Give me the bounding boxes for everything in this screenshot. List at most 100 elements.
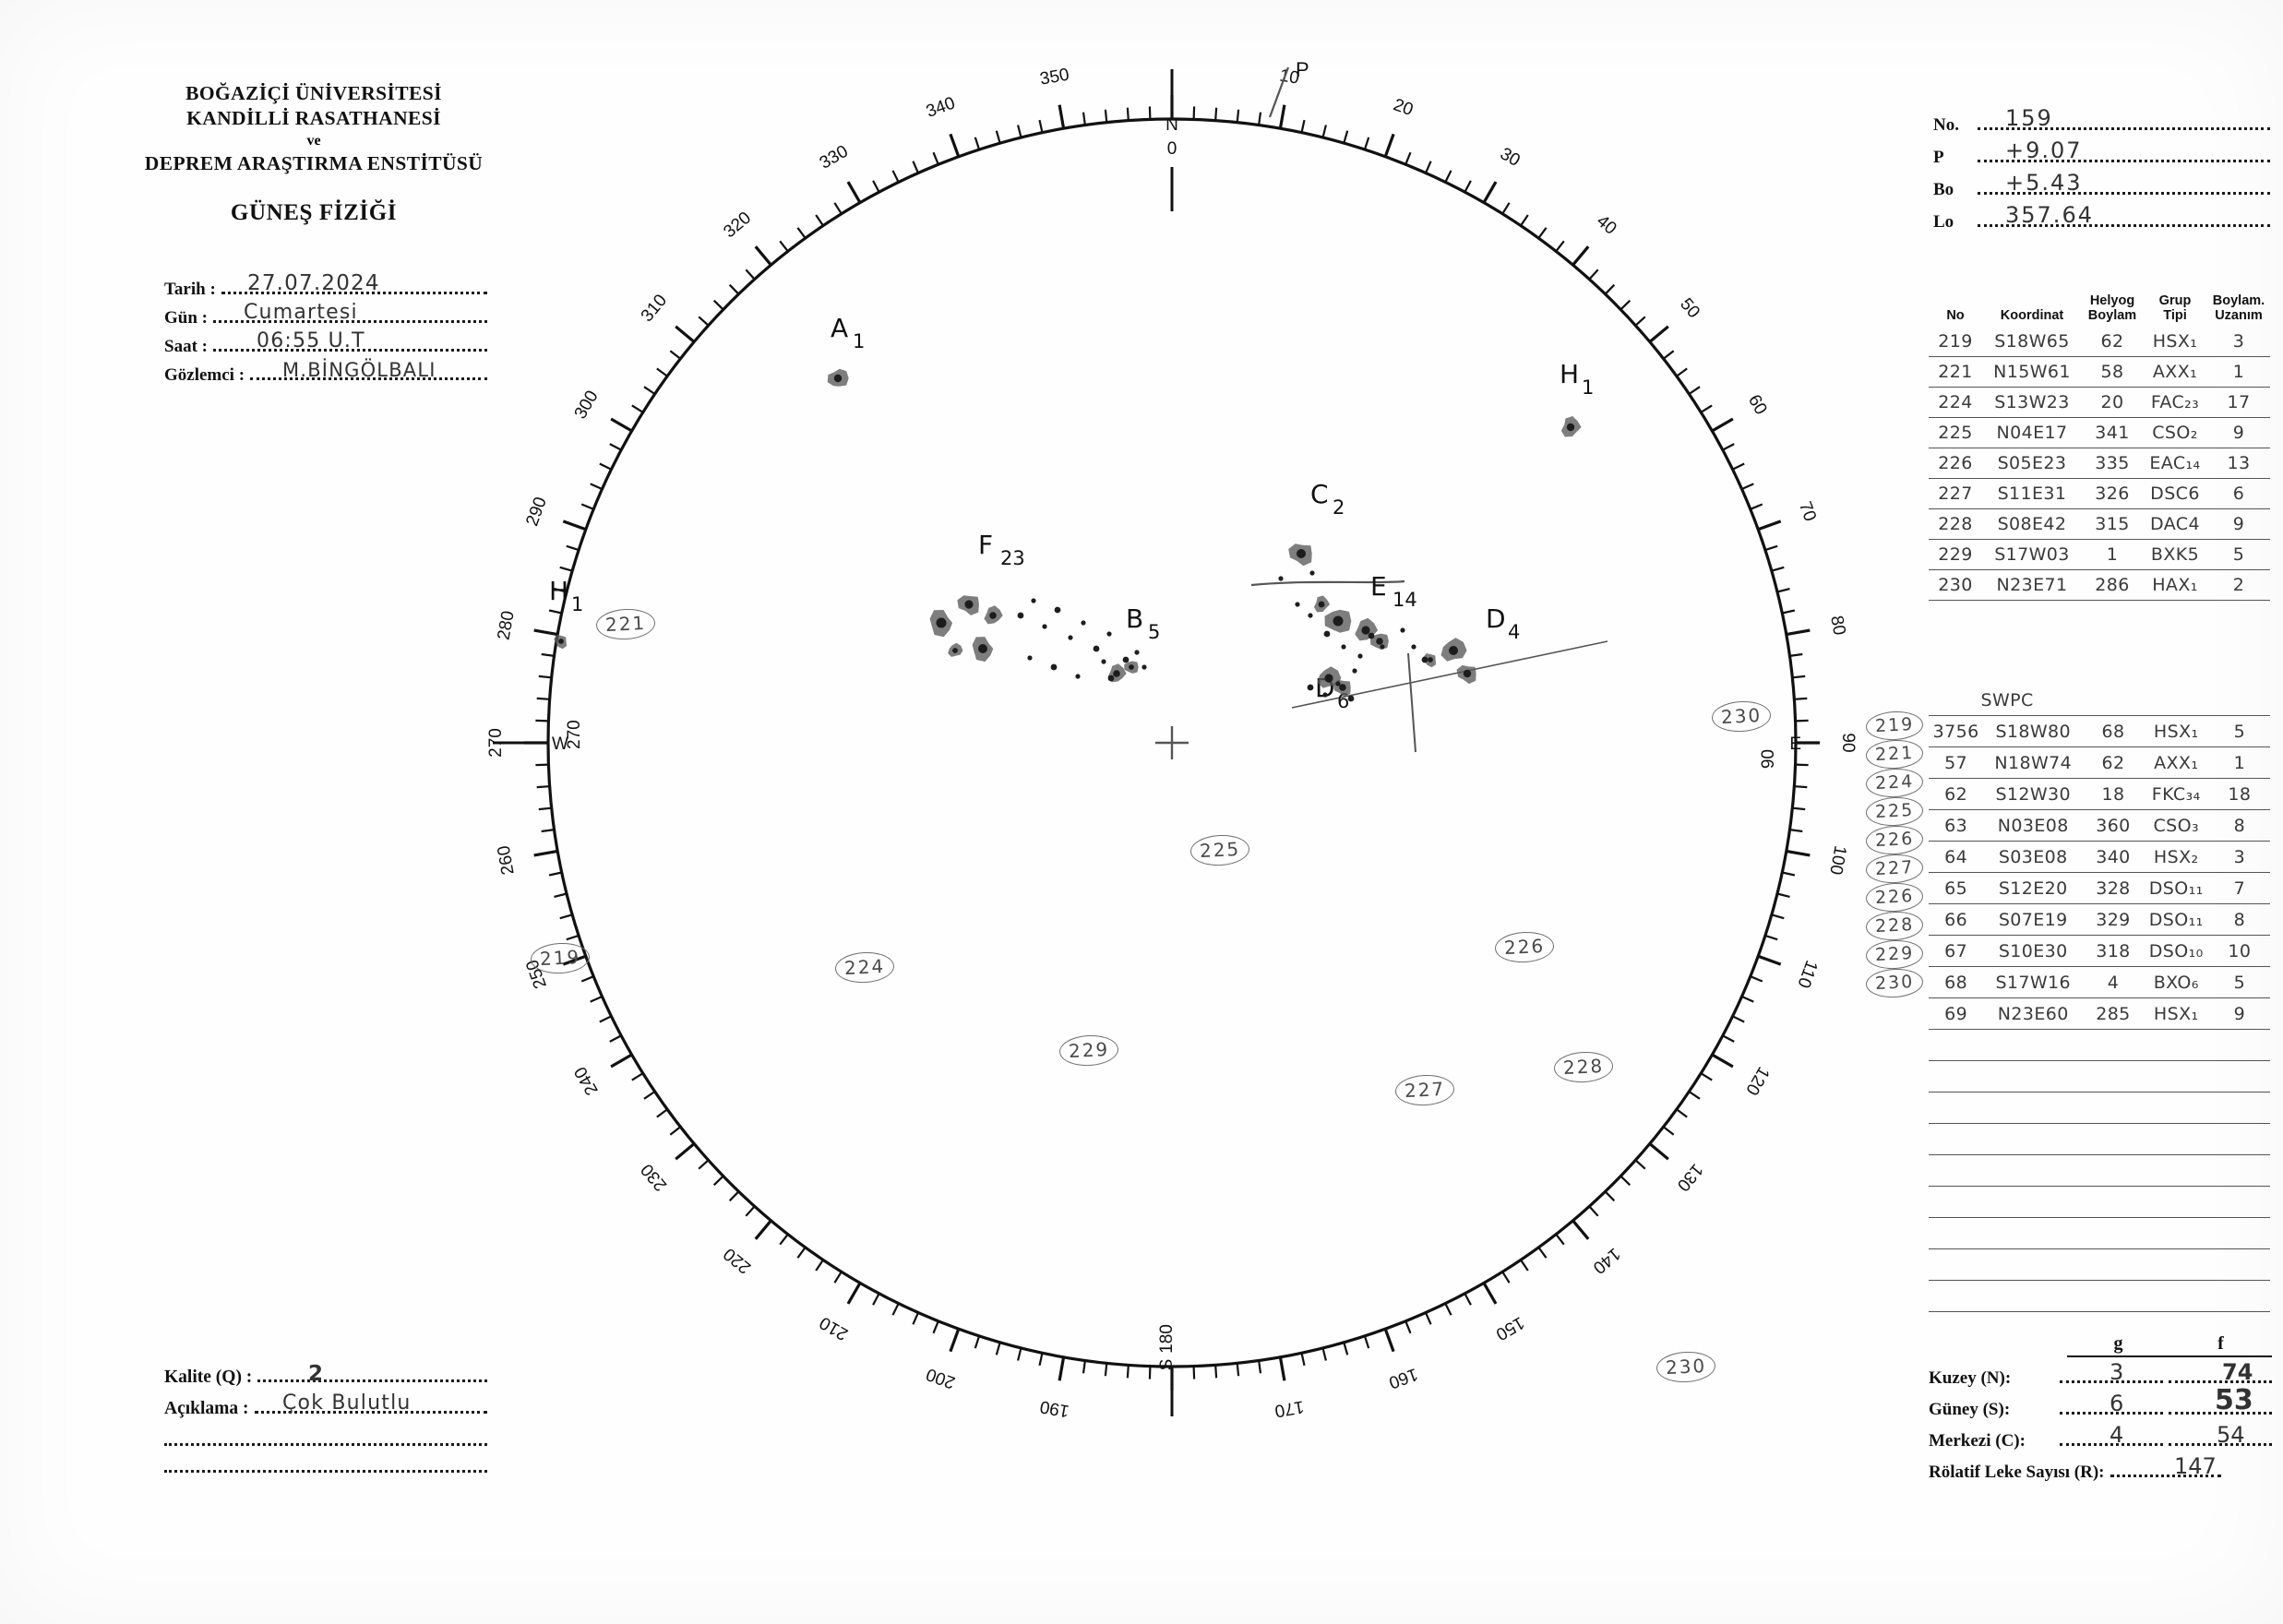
field-gun[interactable]: Gün : Cumartesi [164, 300, 487, 328]
major-tick [610, 1053, 633, 1069]
minor-tick [995, 1342, 1001, 1355]
minor-tick [1722, 443, 1735, 451]
field-tarih[interactable]: Tarih : 27.07.2024 [164, 271, 487, 300]
minor-tick [1537, 1247, 1548, 1259]
kalite-value: 2 [308, 1362, 325, 1386]
solar-disk-svg: 1020304050607080901001101201301401501601… [486, 58, 1858, 1420]
minor-tick [728, 283, 740, 295]
cell-helyog: 328 [2083, 872, 2144, 904]
cell-empty [2208, 1092, 2270, 1124]
cell-empty [1929, 1248, 1984, 1281]
cell-helyog: 286 [2082, 569, 2143, 601]
minor-tick [745, 269, 756, 281]
major-tick [1757, 954, 1782, 966]
minor-tick [1236, 1363, 1240, 1377]
minor-tick [1236, 109, 1240, 123]
field-lo[interactable]: Lo 357.64 [1933, 200, 2270, 233]
cell-empty [1983, 1029, 2084, 1061]
minor-tick [541, 829, 555, 833]
field-gozlemci[interactable]: Gözlemci : M.BİNGÖLBALI [164, 357, 487, 386]
degree-label: 130 [1673, 1160, 1706, 1195]
cardinal-south: S 180 [1157, 1324, 1177, 1416]
p-dotted-line [1978, 160, 2270, 162]
group-type-label: D [1486, 603, 1506, 634]
group-type-label: F [978, 530, 993, 560]
field-bo[interactable]: Bo +5.43 [1933, 168, 2270, 200]
minor-tick [1444, 170, 1452, 183]
cell-empty [2083, 1060, 2144, 1093]
pore-dot [1068, 635, 1073, 640]
minor-tick [535, 719, 549, 722]
cell-uzanim: 8 [2208, 903, 2270, 936]
cell-koordinat: S12E20 [1983, 872, 2084, 904]
table-row: 230 N23E71 286 HAX₁ 2 [1929, 569, 2270, 601]
aciklama-blank-line-2[interactable] [164, 1470, 487, 1473]
minor-tick [1343, 1342, 1349, 1355]
sunspot [1313, 595, 1331, 613]
swpc-row: 68 S17W16 4 BXO₆ 5 [1929, 966, 2270, 998]
institution-line3: DEPREM ARAŞTIRMA ENSTİTÜSÜ [144, 152, 484, 174]
cell-empty [2143, 685, 2209, 716]
pore-dot [1341, 644, 1346, 650]
row-kuzey[interactable]: Kuzey (N): 3 74 [1929, 1357, 2273, 1389]
th-helyog: Helyog [2089, 293, 2135, 308]
field-kalite[interactable]: Kalite (Q) : 2 [164, 1356, 487, 1388]
major-tick [1278, 104, 1286, 129]
swpc-row: 62 S12W30 18 FKC₃₄ 18 [1929, 778, 2270, 810]
minor-tick [912, 161, 920, 173]
south-degree: 180 [1157, 1324, 1177, 1354]
major-tick [675, 325, 696, 343]
minor-tick [1300, 1352, 1306, 1367]
aciklama-blank-line-1[interactable] [164, 1443, 487, 1446]
row-guney[interactable]: Güney (S): 6 53 [1929, 1384, 2273, 1420]
cell-tip: DSO₁₁ [2143, 903, 2209, 936]
major-tick [1757, 519, 1782, 531]
minor-tick [656, 367, 668, 377]
minor-tick [1555, 1234, 1565, 1246]
swpc-circled-number: 226 [1865, 881, 1925, 914]
degree-label: 140 [1589, 1244, 1624, 1277]
row-merkezi[interactable]: Merkezi (C): 4 54 [1929, 1420, 2273, 1451]
group-type-label: E [1370, 571, 1387, 602]
cell-koordinat: S10E30 [1983, 935, 2084, 967]
major-tick [949, 133, 961, 158]
cell-helyog: 315 [2082, 508, 2143, 540]
cell-tip: CSO₃ [2143, 809, 2209, 842]
cell-no: 3756 [1929, 715, 1984, 747]
degree-label: 70 [1795, 499, 1820, 524]
p-angle-line: P [1268, 58, 1309, 118]
minor-tick [1676, 1108, 1688, 1118]
field-saat[interactable]: Saat : 06:55 U.T [164, 328, 487, 357]
minor-tick [559, 566, 573, 572]
minor-tick [566, 934, 580, 941]
th-helyog-boylam: Helyog Boylam [2082, 293, 2143, 327]
lo-dotted-line [1978, 224, 2270, 227]
pore-dot [1101, 659, 1106, 664]
cell-tip: HSX₂ [2143, 841, 2209, 873]
row-relative[interactable]: Rölatif Leke Sayısı (R): 147 [1929, 1451, 2272, 1483]
minor-tick [538, 806, 552, 811]
swpc-empty-row [1929, 1092, 2270, 1124]
field-p[interactable]: P +9.07 [1933, 136, 2270, 168]
cell-no: 66 [1929, 903, 1984, 936]
minor-tick [1258, 112, 1262, 125]
cell-empty [1929, 1092, 1984, 1124]
field-no[interactable]: No. 159 [1933, 103, 2270, 136]
minor-tick [1321, 1347, 1327, 1361]
table-row: 219 S18W65 62 HSX₁ 3 [1929, 327, 2270, 357]
cell-uzanim: 7 [2208, 872, 2270, 904]
major-tick [1711, 1053, 1734, 1069]
cell-koordinat: S08E42 [1982, 508, 2082, 540]
degree-label: 170 [1273, 1396, 1306, 1420]
cell-no: 57 [1929, 746, 1984, 779]
sunspot [827, 368, 849, 387]
degree-label: 80 [1826, 615, 1848, 637]
th-no: No [1946, 308, 1965, 323]
group-type-subscript: 6 [1337, 690, 1349, 712]
cell-tip: HSX₁ [2143, 997, 2209, 1030]
relative-line [2110, 1475, 2221, 1477]
field-aciklama[interactable]: Açıklama : Çok Bulutlu [164, 1388, 487, 1419]
minor-tick [1688, 1091, 1701, 1100]
cell-tip: FKC₃₄ [2143, 778, 2209, 810]
